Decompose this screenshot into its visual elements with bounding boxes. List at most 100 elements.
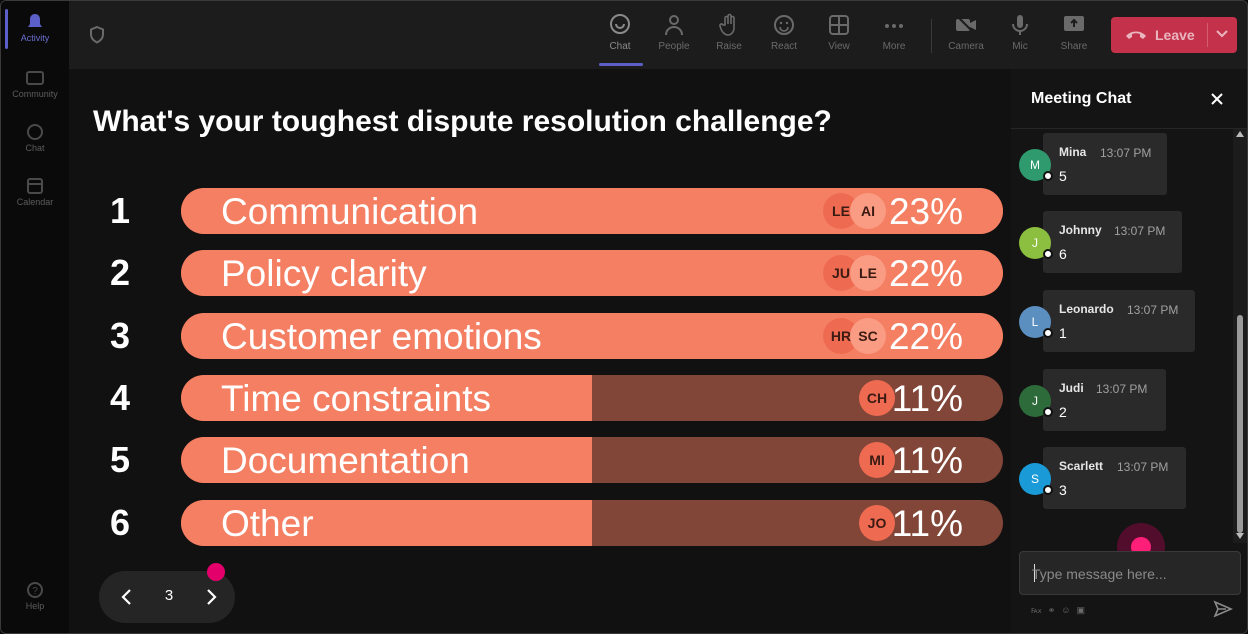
camera-button[interactable]: Camera [939, 13, 993, 52]
voter-avatar: MI [859, 442, 895, 478]
more-button[interactable]: More [867, 13, 921, 52]
option-number: 5 [109, 439, 131, 480]
left-rail: Activity Community Chat Calendar ? Help [1, 1, 69, 633]
rail-item-help[interactable]: ? Help [1, 581, 69, 611]
format-icon[interactable]: ℻ [1031, 605, 1042, 615]
meeting-toolbar: Chat People Raise React View More Camera [69, 1, 1247, 69]
sender-name: Judi [1059, 381, 1084, 395]
sender-name: Johnny [1059, 223, 1102, 237]
rail-label-community: Community [12, 89, 58, 99]
raise-label: Raise [716, 41, 742, 52]
attach-icon[interactable]: ⚭ [1047, 605, 1056, 615]
chat-icon [27, 124, 43, 140]
sender-name: Scarlett [1059, 459, 1104, 473]
click-indicator [207, 563, 225, 581]
chat-title: Meeting Chat [1031, 90, 1132, 107]
camera-off-icon [956, 15, 976, 35]
option-percent: 23% [888, 191, 963, 232]
poll-stage: What's your toughest dispute resolution … [69, 69, 1011, 633]
camera-label: Camera [948, 41, 984, 52]
sender-name: Leonardo [1059, 302, 1114, 316]
view-button[interactable]: View [812, 13, 866, 52]
gif-icon[interactable]: ▣ [1076, 605, 1086, 615]
option-label: Other [221, 503, 314, 544]
chat-icon [610, 14, 630, 34]
poll-question: What's your toughest dispute resolution … [93, 105, 832, 138]
voter-avatar: LE [850, 255, 886, 291]
previous-page-button[interactable] [115, 585, 139, 609]
rail-active-indicator [5, 9, 8, 49]
result-bar-track: Time constraints 11% CH [181, 375, 1003, 421]
more-label: More [882, 41, 906, 52]
rail-item-community[interactable]: Community [1, 69, 69, 99]
option-number: 4 [109, 377, 131, 418]
mic-button[interactable]: Mic [993, 13, 1047, 52]
close-icon[interactable] [1209, 91, 1225, 107]
option-percent: 11% [891, 440, 963, 481]
option-label: Time constraints [221, 378, 492, 419]
presence-status-icon [1043, 485, 1053, 495]
scroll-up-arrow[interactable] [1236, 131, 1244, 137]
chat-button[interactable]: Chat [593, 13, 647, 52]
send-icon[interactable] [1213, 599, 1233, 619]
emoji-icon[interactable]: ☺ [1061, 605, 1071, 615]
rail-item-activity[interactable]: Activity [1, 13, 69, 43]
option-label: Customer emotions [221, 316, 542, 357]
message-bubble: Johnny 13:07 PM 6 [1043, 211, 1182, 273]
message-bubble: Judi 13:07 PM 2 [1043, 369, 1166, 431]
people-button[interactable]: People [647, 13, 701, 52]
presence-status-icon [1043, 171, 1053, 181]
toolbar-divider [931, 19, 932, 53]
scroll-down-arrow[interactable] [1236, 533, 1244, 539]
message-time: 13:07 PM [1100, 146, 1152, 160]
raise-button[interactable]: Raise [702, 13, 756, 52]
compose-box[interactable] [1019, 551, 1241, 595]
share-button[interactable]: Share [1047, 13, 1101, 52]
chat-scrollbar[interactable] [1233, 129, 1247, 543]
voter-avatar: SC [850, 318, 886, 354]
result-bar-track: Policy clarity 22% JU LE [181, 250, 1003, 296]
help-icon: ? [27, 582, 43, 598]
sender-name: Mina [1059, 145, 1087, 159]
bell-icon [28, 14, 42, 27]
message-text: 3 [1059, 482, 1067, 498]
rail-label-activity: Activity [20, 33, 50, 43]
presence-status-icon [1043, 328, 1053, 338]
message-bubble: Leonardo 13:07 PM 1 [1043, 290, 1195, 352]
rail-item-calendar[interactable]: Calendar [1, 177, 69, 207]
poll-option-row: 4 Time constraints 11% CH [69, 374, 1011, 422]
message-bubble: Mina 13:07 PM 5 [1043, 133, 1167, 195]
message-input[interactable] [1032, 564, 1228, 584]
avatar[interactable]: S [1019, 463, 1051, 495]
option-label: Documentation [221, 440, 470, 481]
option-percent: 22% [888, 253, 963, 294]
option-percent: 22% [888, 316, 963, 357]
mic-label: Mic [1012, 41, 1028, 52]
leave-button[interactable]: Leave [1111, 17, 1237, 53]
next-page-button[interactable] [199, 585, 223, 609]
option-number: 3 [109, 315, 131, 356]
raise-hand-icon [719, 13, 735, 36]
message-time: 13:07 PM [1096, 382, 1148, 396]
scrollbar-thumb[interactable] [1237, 315, 1243, 533]
share-label: Share [1060, 41, 1088, 52]
message-text: 2 [1059, 404, 1067, 420]
compose-tools: ℻ ⚭ ☺ ▣ [1031, 605, 1085, 616]
people-icon [665, 15, 683, 36]
rail-item-chat[interactable]: Chat [1, 123, 69, 153]
result-bar-track: Other 11% JO [181, 500, 1003, 546]
shield-icon[interactable] [87, 25, 107, 45]
chevron-down-icon[interactable] [1215, 27, 1229, 41]
message-bubble: Scarlett 13:07 PM 3 [1043, 447, 1186, 509]
poll-option-row: 3 Customer emotions 22% HR SC [69, 312, 1011, 360]
option-percent: 11% [891, 503, 963, 544]
option-number: 1 [109, 190, 131, 231]
option-number: 6 [109, 502, 131, 543]
react-button[interactable]: React [757, 13, 811, 52]
chat-panel: Meeting Chat Mina 13:07 PM 5 M Johnny 13:07 P… [1011, 69, 1247, 633]
rail-label-help: Help [25, 601, 45, 611]
poll-option-row: 1 Communication 23% LE AI [69, 187, 1011, 235]
leave-divider [1207, 23, 1208, 47]
rail-label-calendar: Calendar [16, 197, 54, 207]
